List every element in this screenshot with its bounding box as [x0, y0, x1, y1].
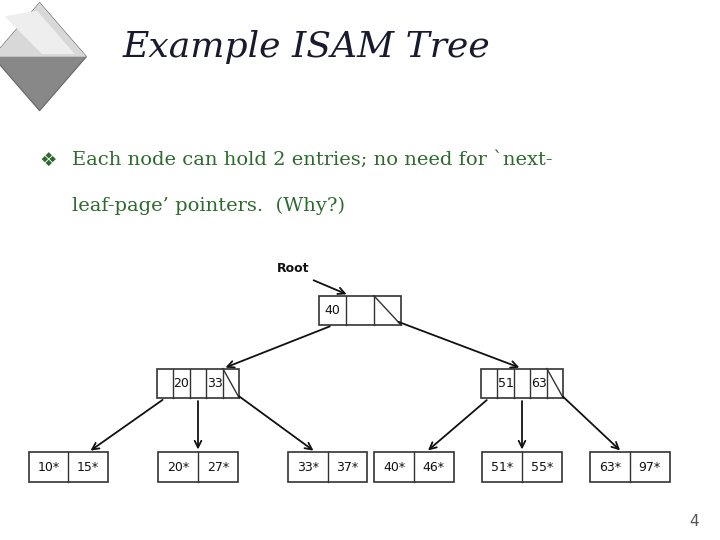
Text: 4: 4 [689, 514, 698, 529]
Text: 46*: 46* [423, 461, 445, 474]
Text: 33: 33 [207, 377, 222, 390]
Text: ❖: ❖ [40, 151, 57, 170]
Text: 10*: 10* [37, 461, 60, 474]
Text: 37*: 37* [336, 461, 359, 474]
Text: 63*: 63* [599, 461, 621, 474]
Text: leaf-page’ pointers.  (Why?): leaf-page’ pointers. (Why?) [72, 197, 345, 215]
Bar [482, 453, 562, 482]
Bar [29, 453, 108, 482]
Bar [157, 369, 240, 399]
Polygon shape [0, 3, 86, 57]
Bar [590, 453, 670, 482]
Text: 51*: 51* [491, 461, 513, 474]
Text: 27*: 27* [207, 461, 229, 474]
Text: 97*: 97* [639, 461, 661, 474]
Text: 20*: 20* [167, 461, 189, 474]
Polygon shape [0, 3, 86, 111]
Text: Root: Root [277, 262, 310, 275]
Text: 55*: 55* [531, 461, 553, 474]
Text: 20: 20 [174, 377, 189, 390]
Text: 63: 63 [531, 377, 546, 390]
Text: 15*: 15* [77, 461, 99, 474]
Polygon shape [4, 11, 75, 54]
Text: 33*: 33* [297, 461, 319, 474]
Text: 40*: 40* [383, 461, 405, 474]
Bar [288, 453, 367, 482]
Text: 40: 40 [325, 304, 341, 317]
Bar [158, 453, 238, 482]
Bar [374, 453, 454, 482]
Text: Each node can hold 2 entries; no need for `next-: Each node can hold 2 entries; no need fo… [72, 151, 552, 169]
Text: Example ISAM Tree: Example ISAM Tree [122, 30, 490, 64]
Text: 51: 51 [498, 377, 513, 390]
Bar [319, 296, 402, 325]
Bar [481, 369, 563, 399]
